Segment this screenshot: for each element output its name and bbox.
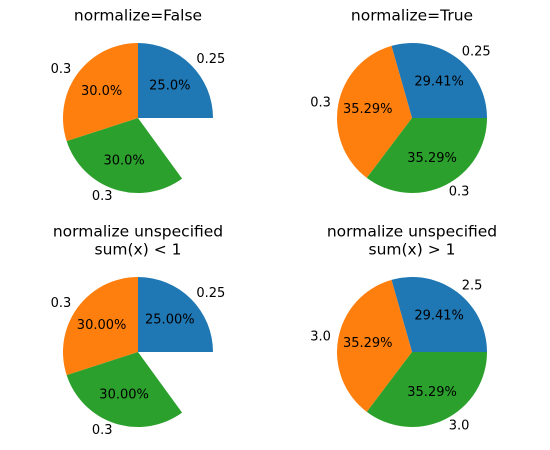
- pie-pct-label-4-2: 35.29%: [343, 336, 393, 351]
- pie-value-label-3-2: 0.3: [51, 296, 72, 311]
- pie-wedge-3-3: [66, 352, 183, 427]
- pie-value-label-1-1: 0.25: [196, 52, 225, 67]
- pie-wedge-2-2: [337, 45, 412, 178]
- pie-value-label-1-2: 0.3: [51, 62, 72, 77]
- pie-value-label-2-3: 0.3: [449, 184, 470, 199]
- pie-pct-label-3-2: 30.00%: [77, 318, 127, 333]
- pie-value-label-4-2: 3.0: [310, 329, 331, 344]
- pie-wedge-3-1: [138, 277, 213, 352]
- pie-pct-label-1-3: 30.0%: [103, 153, 144, 168]
- pie-wedge-3-2: [63, 277, 138, 376]
- pie-pct-label-1-1: 25.0%: [149, 79, 190, 94]
- pie-title-2-line-1: normalize=True: [351, 7, 473, 25]
- pie-panel-1: normalize=False 25.0% 0.25 30.0% 0.3 30.0% 0.3: [51, 7, 226, 204]
- pie-title-3-line-2: sum(x) < 1: [95, 241, 182, 259]
- pie-wedge-1-1: [138, 43, 213, 118]
- pie-value-label-2-2: 0.3: [310, 95, 331, 110]
- pie-wedge-1-3: [66, 118, 183, 193]
- pie-pct-label-3-3: 30.00%: [99, 387, 149, 402]
- pie-wedge-4-2: [337, 279, 412, 412]
- pie-wedge-1-2: [63, 43, 138, 142]
- pie-wedge-2-1: [391, 43, 487, 119]
- pie-pct-label-2-2: 35.29%: [343, 102, 393, 117]
- pie-wedge-2-3: [366, 118, 487, 193]
- pie-title-4-line-1: normalize unspecified: [327, 223, 497, 241]
- pie-value-label-1-3: 0.3: [92, 189, 113, 204]
- pie-pct-label-2-3: 35.29%: [407, 151, 457, 166]
- pie-wedge-4-1: [391, 277, 488, 352]
- pie-panel-2: normalize=True 29.41% 0.25 35.29% 0.3 35.29% 0…: [310, 7, 490, 200]
- pie-value-label-3-3: 0.3: [92, 423, 113, 438]
- pie-value-label-2-1: 0.25: [462, 45, 491, 60]
- pie-value-label-4-3: 3.0: [449, 418, 470, 433]
- pie-title-1-line-1: normalize=False: [74, 7, 202, 25]
- pie-pct-label-4-1: 29.41%: [414, 309, 464, 324]
- pie-wedge-4-3: [366, 352, 487, 428]
- pie-pct-label-1-2: 30.0%: [81, 84, 122, 99]
- pie-title-4-line-2: sum(x) > 1: [369, 241, 456, 259]
- pie-pct-label-3-1: 25.00%: [145, 313, 195, 328]
- pie-value-label-3-1: 0.25: [196, 286, 225, 301]
- pie-pct-label-4-3: 35.29%: [407, 385, 457, 400]
- pie-pct-label-2-1: 29.41%: [414, 75, 464, 90]
- pie-title-3-line-1: normalize unspecified: [53, 223, 223, 241]
- pie-value-label-4-1: 2.5: [462, 279, 483, 294]
